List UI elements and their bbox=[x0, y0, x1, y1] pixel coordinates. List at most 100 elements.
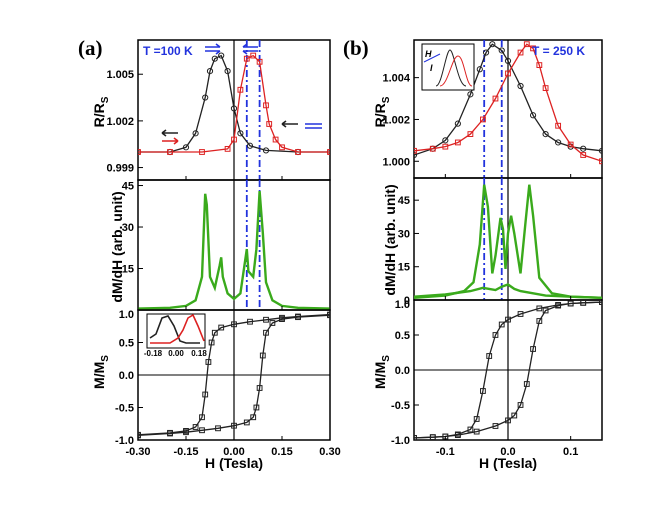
panel-b-R-series-line bbox=[414, 43, 602, 156]
panel-b-R-point bbox=[580, 152, 587, 158]
panel-b-M-point bbox=[429, 434, 436, 440]
panel-a-R-point bbox=[199, 149, 205, 155]
panel-b-R-series-1 bbox=[414, 41, 602, 165]
panel-b-M-series-line bbox=[414, 301, 602, 439]
panel-b-dM-ytick-label: 45 bbox=[398, 195, 410, 207]
panel-a-R-series-1 bbox=[138, 52, 330, 155]
panel-a-M-inset-red-curve bbox=[150, 313, 205, 344]
panel-a-R-ytick-label: 0.999 bbox=[106, 163, 134, 175]
panel-a-dM-ylabel: dM/dH (arb. unit) bbox=[109, 191, 125, 302]
panel-a-M-point bbox=[279, 316, 285, 323]
panel-a-xlabel: H (Tesla) bbox=[205, 455, 263, 471]
panel-b-M-point bbox=[498, 321, 505, 328]
panel-b-M-point bbox=[505, 316, 511, 323]
panel-a-M-point bbox=[231, 321, 237, 328]
panel-b-M-ytick-label: 1.0 bbox=[395, 299, 410, 311]
panel-a-R-ytick-label: 1.002 bbox=[106, 116, 134, 128]
panel-b-dM-series-line bbox=[414, 283, 602, 299]
panel-b: 1.000 1.002 1.004 R/RS T = 250 K HI 0 15 30 45dM/… bbox=[372, 39, 603, 471]
panel-b-M-ytick-label: 0.0 bbox=[395, 365, 410, 377]
panel-a-R-point bbox=[202, 94, 209, 101]
panel-a-M-point bbox=[199, 427, 205, 434]
panel-b-M-point bbox=[536, 318, 543, 324]
panel-a-M-point bbox=[295, 314, 301, 321]
panel-a-dM-ytick-label: 45 bbox=[122, 181, 134, 193]
panel-a-dM-ytick-label: 15 bbox=[122, 264, 134, 276]
panel-b-R-inset: HI bbox=[421, 43, 475, 91]
panel-b-temperature-label: T = 250 K bbox=[532, 44, 585, 58]
panel-a-M-point bbox=[231, 422, 237, 429]
panel-b-R-point bbox=[414, 151, 418, 159]
panel-a-dM-ytick-label: 30 bbox=[122, 222, 134, 234]
panel-b-R-point bbox=[429, 145, 436, 152]
panel-b-xlabel: H (Tesla) bbox=[479, 455, 537, 471]
field-arrow-icon bbox=[162, 137, 179, 145]
panel-b-R-point bbox=[414, 147, 417, 154]
panel-b-R-ylabel: R/RS bbox=[372, 96, 392, 127]
panel-b-xtick-label: 0.0 bbox=[500, 446, 515, 458]
panel-a-M-point bbox=[215, 425, 221, 432]
panel-b-dM-series-0 bbox=[414, 184, 602, 299]
panel-b-M-point bbox=[480, 388, 486, 394]
panel-b-R-point bbox=[530, 45, 536, 52]
panel-b-M-ylabel: M/MS bbox=[372, 355, 392, 389]
panel-b-M-point bbox=[580, 300, 587, 306]
panel-b-M-ytick-label: -1.0 bbox=[391, 435, 410, 447]
panel-a-dM-series-0 bbox=[138, 191, 330, 310]
panel-a-R-point bbox=[250, 52, 257, 59]
panel-b-R-subplot: 1.000 1.002 1.004 R/RS T = 250 K HI bbox=[372, 39, 603, 179]
panel-b-R-point bbox=[529, 112, 537, 119]
panel-b-M-point bbox=[492, 423, 499, 429]
panel-label-b: (b) bbox=[343, 36, 369, 60]
panel-b-R-inset-H-label: H bbox=[425, 49, 432, 59]
panel-b-R-point bbox=[482, 49, 490, 56]
panel-a-M-point bbox=[202, 391, 209, 398]
panel-b-R-point bbox=[467, 131, 474, 137]
panel-a-temperature-label: T =100 K bbox=[143, 44, 193, 58]
panel-b-R-point bbox=[536, 62, 543, 68]
panel-a-R-point bbox=[138, 149, 141, 155]
panel-a-M-point bbox=[208, 339, 215, 346]
panel-a-R-point bbox=[230, 105, 238, 112]
panel-b-R-point bbox=[492, 95, 499, 102]
panel-b-dM-series-1 bbox=[414, 283, 602, 299]
field-arrow-icon bbox=[305, 123, 322, 129]
panel-a-R-point bbox=[224, 68, 231, 75]
panel-a-M-ytick-label: 1.0 bbox=[119, 309, 134, 321]
panel-b-R-point bbox=[476, 66, 483, 73]
panel-b-M-point bbox=[473, 428, 480, 435]
panel-b-M-point bbox=[517, 402, 524, 408]
field-arrow-icon bbox=[161, 129, 178, 137]
panel-b-R-ytick-label: 1.000 bbox=[382, 156, 410, 168]
panel-a-M-point bbox=[263, 329, 269, 336]
panel-b-R-point bbox=[467, 91, 474, 98]
panel-b-M-point bbox=[473, 416, 480, 422]
panel-b-dM-ytick-label: 30 bbox=[398, 228, 410, 240]
panel-b-xtick-label: -0.1 bbox=[436, 446, 455, 458]
panel-b-M-point bbox=[486, 353, 493, 359]
panel-a-M-ytick-label: 0.5 bbox=[119, 338, 134, 350]
panel-a-R-point bbox=[206, 68, 214, 75]
panel-b-R-inset-red-curve bbox=[439, 55, 473, 87]
panel-b-R-point bbox=[442, 137, 449, 144]
panel-b-R-point bbox=[542, 130, 549, 138]
panel-b-dM-ylabel: dM/dH (arb. unit) bbox=[382, 184, 398, 295]
field-arrow-icon bbox=[242, 43, 258, 55]
panel-b-R-point bbox=[489, 41, 496, 48]
panel-a-M-point bbox=[218, 324, 225, 331]
panel-b-dM-series-line bbox=[414, 184, 602, 299]
panel-a-M-point bbox=[167, 430, 173, 437]
panel-a-M-point bbox=[253, 404, 260, 411]
panel-b-M-ytick-label: 0.5 bbox=[395, 330, 410, 342]
panel-a-xtick-label: -0.30 bbox=[125, 446, 150, 458]
panel-b-M-point bbox=[555, 302, 562, 309]
panel-a-R-point bbox=[224, 145, 231, 152]
panel-a-M-subplot: -1.0 -0.5 0.0 0.5 1.0 M/MS -0.18 0.00 0.18 bbox=[91, 309, 331, 447]
panel-a-xtick-label: -0.15 bbox=[173, 446, 198, 458]
panel-b-R-series-line bbox=[414, 43, 602, 162]
panel-a-R-point bbox=[182, 144, 190, 151]
panel-a-M-point bbox=[247, 318, 253, 325]
panel-b-M-point bbox=[414, 435, 417, 440]
field-arrow-icon bbox=[281, 120, 298, 128]
panel-b-R-ytick-label: 1.002 bbox=[382, 114, 410, 126]
